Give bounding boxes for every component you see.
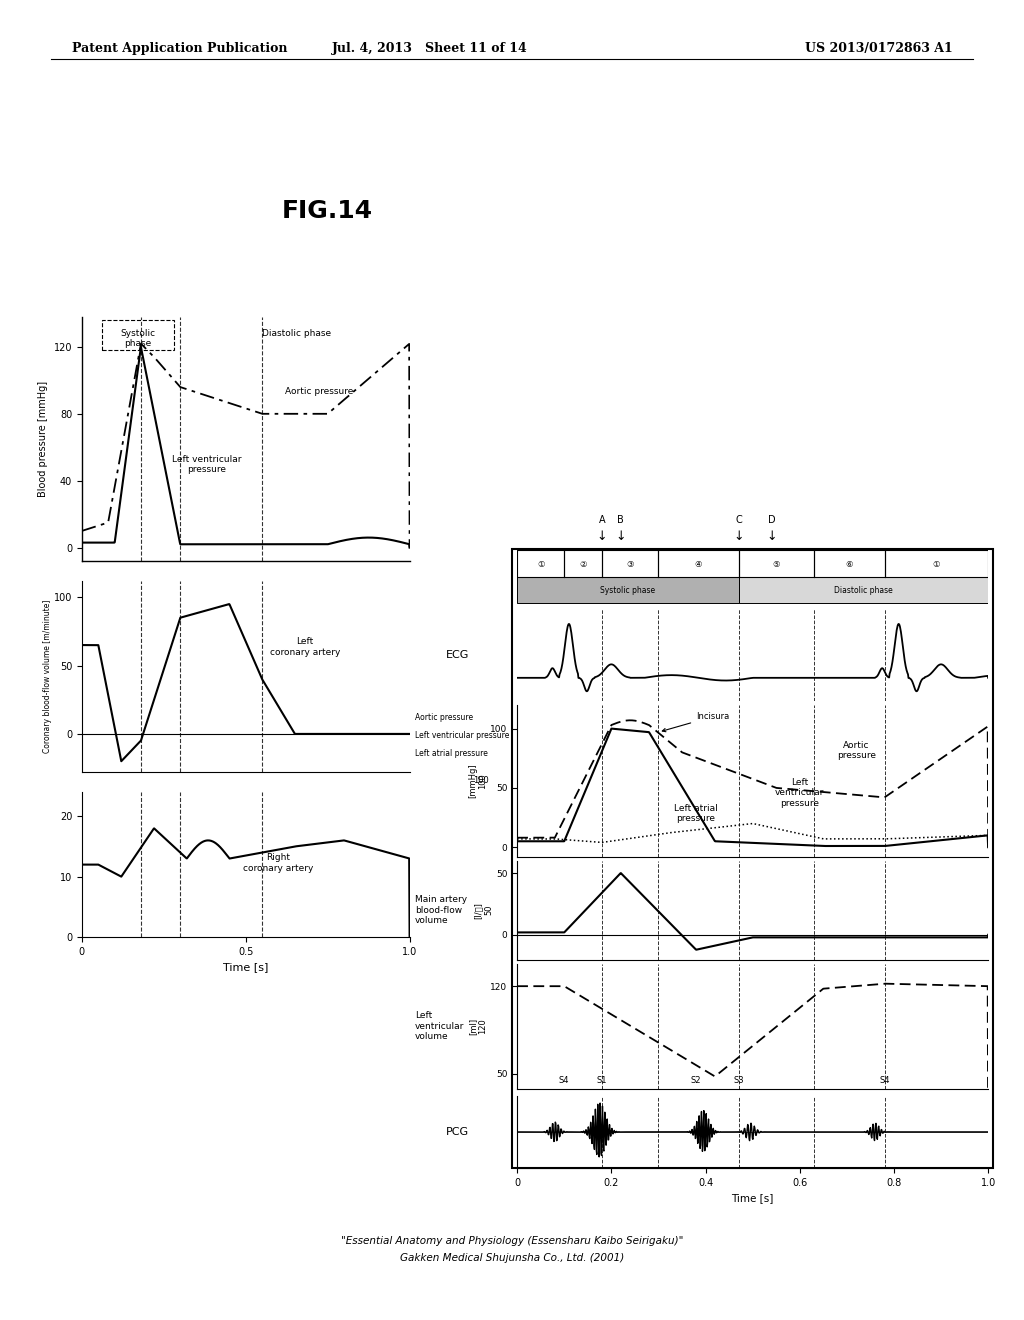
Text: Diastolic phase: Diastolic phase <box>834 586 893 594</box>
Text: S4: S4 <box>880 1076 890 1085</box>
Text: Aortic
pressure: Aortic pressure <box>837 741 876 760</box>
Y-axis label: [mmHg]
100: [mmHg] 100 <box>468 763 487 799</box>
Text: C: C <box>735 515 741 525</box>
X-axis label: Time [s]: Time [s] <box>731 1193 774 1204</box>
Y-axis label: Blood pressure [mmHg]: Blood pressure [mmHg] <box>38 381 48 496</box>
Text: Left
ventricular
volume: Left ventricular volume <box>415 1011 464 1041</box>
Text: ①: ① <box>537 560 545 569</box>
Text: PCG: PCG <box>445 1127 469 1137</box>
Text: Left atrial pressure: Left atrial pressure <box>415 750 487 759</box>
Text: Left atrial
pressure: Left atrial pressure <box>674 804 718 824</box>
Text: Aortic pressure: Aortic pressure <box>415 713 473 722</box>
Text: ↓: ↓ <box>615 529 626 543</box>
Text: Gakken Medical Shujunsha Co., Ltd. (2001): Gakken Medical Shujunsha Co., Ltd. (2001… <box>400 1253 624 1263</box>
Text: Incisura: Incisura <box>663 711 729 731</box>
Text: "Essential Anatomy and Physiology (Essensharu Kaibo Seirigaku)": "Essential Anatomy and Physiology (Essen… <box>341 1236 683 1246</box>
Text: ③: ③ <box>627 560 634 569</box>
Y-axis label: [ml]
120: [ml] 120 <box>468 1018 487 1035</box>
Text: ↓: ↓ <box>766 529 777 543</box>
Y-axis label: [l/分]
50: [l/分] 50 <box>474 902 494 919</box>
Text: S4: S4 <box>559 1076 569 1085</box>
X-axis label: Time [s]: Time [s] <box>223 962 268 973</box>
Text: S2: S2 <box>691 1076 701 1085</box>
Bar <box>738 577 988 603</box>
Text: Aortic pressure: Aortic pressure <box>285 387 353 396</box>
Text: S1: S1 <box>597 1076 607 1085</box>
Text: D: D <box>768 515 775 525</box>
Text: 100: 100 <box>473 776 488 785</box>
Text: ①: ① <box>933 560 940 569</box>
Text: Right
coronary artery: Right coronary artery <box>244 853 313 873</box>
Text: ⑤: ⑤ <box>772 560 780 569</box>
Text: Left
ventricular
pressure: Left ventricular pressure <box>775 777 824 808</box>
Text: US 2013/0172863 A1: US 2013/0172863 A1 <box>805 42 952 55</box>
Text: FIG.14: FIG.14 <box>283 199 373 223</box>
Text: Systolic
phase: Systolic phase <box>120 329 156 348</box>
Text: Jul. 4, 2013   Sheet 11 of 14: Jul. 4, 2013 Sheet 11 of 14 <box>332 42 528 55</box>
Text: ECG: ECG <box>445 649 469 660</box>
Text: Left ventricular pressure: Left ventricular pressure <box>415 731 509 741</box>
Text: Diastolic phase: Diastolic phase <box>262 329 332 338</box>
Text: B: B <box>617 515 624 525</box>
Text: Left
coronary artery: Left coronary artery <box>269 638 340 656</box>
Text: Left ventricular
pressure: Left ventricular pressure <box>172 455 242 474</box>
Text: Patent Application Publication: Patent Application Publication <box>72 42 287 55</box>
Text: A: A <box>599 515 605 525</box>
Text: ⑥: ⑥ <box>846 560 853 569</box>
Y-axis label: Coronary blood-flow volume [m/minute]: Coronary blood-flow volume [m/minute] <box>43 599 52 754</box>
Bar <box>517 577 738 603</box>
Text: ④: ④ <box>694 560 702 569</box>
Text: ↓: ↓ <box>597 529 607 543</box>
Text: ↓: ↓ <box>733 529 743 543</box>
Text: S3: S3 <box>733 1076 743 1085</box>
Text: Systolic phase: Systolic phase <box>600 586 655 594</box>
Text: ②: ② <box>580 560 587 569</box>
Text: Main artery
blood-flow
volume: Main artery blood-flow volume <box>415 895 467 925</box>
